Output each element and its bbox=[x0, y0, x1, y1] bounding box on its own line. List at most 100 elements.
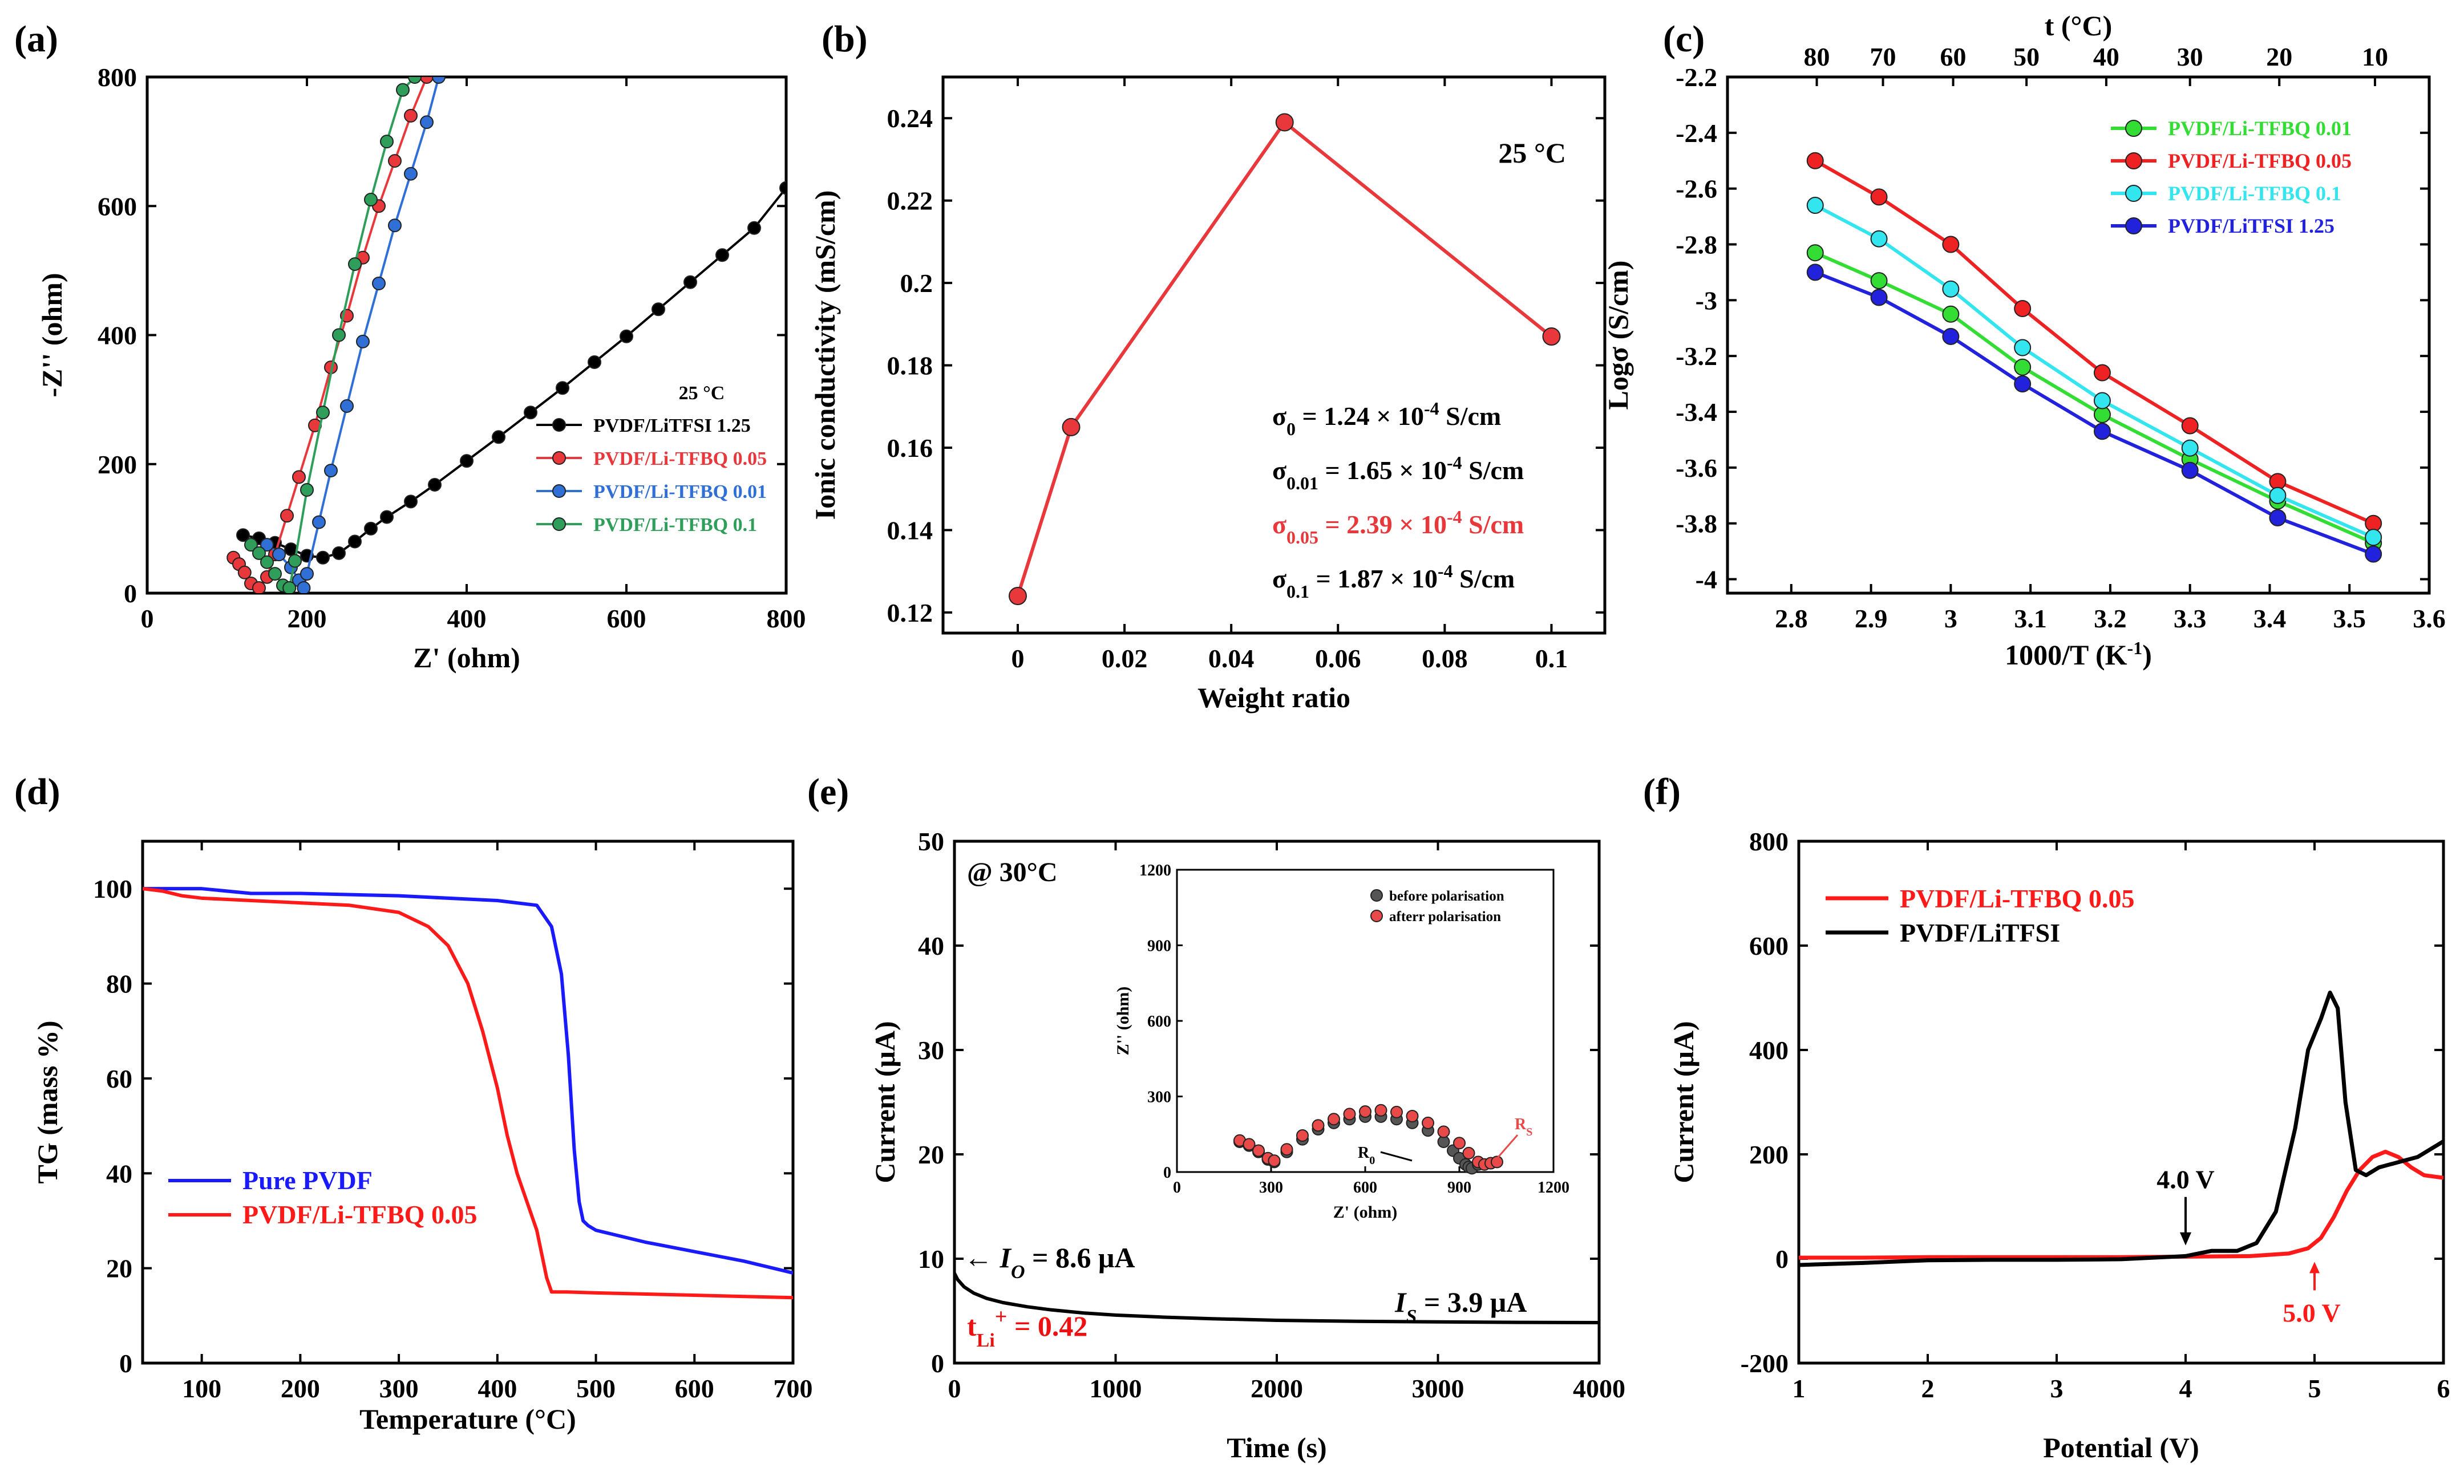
data-point-0 bbox=[779, 181, 786, 195]
inset-x-tick-label: 0 bbox=[1173, 1179, 1181, 1197]
legend-title: 25 °C bbox=[679, 383, 725, 404]
x-tick-label-a: 600 bbox=[607, 604, 646, 633]
y-axis-title-e: Current (μA) bbox=[869, 1021, 901, 1183]
data-point-2 bbox=[324, 464, 338, 478]
y-tick-label-e: 20 bbox=[918, 1140, 944, 1169]
y-tick-label-d: 40 bbox=[106, 1159, 132, 1188]
x-tick-label-d: 300 bbox=[379, 1374, 419, 1403]
plot-area-f bbox=[1799, 990, 2443, 1267]
y-tick-label-f: 800 bbox=[1749, 827, 1789, 856]
legend-label-0: PVDF/Li-TFBQ 0.01 bbox=[2168, 117, 2352, 140]
x-tick-label-a: 400 bbox=[447, 604, 487, 633]
plot-frame-b bbox=[941, 75, 1607, 635]
conductivity-annotation-1: σ0.01 = 1.65 × 10-4 S/cm bbox=[1272, 452, 1524, 493]
data-point-0 bbox=[1062, 417, 1081, 436]
data-point-0 bbox=[1008, 587, 1027, 605]
legend-label-0: PVDF/Li-TFBQ 0.05 bbox=[1900, 884, 2134, 913]
data-point-3 bbox=[2181, 461, 2199, 479]
x-tick-label-c: 3.6 bbox=[2413, 604, 2446, 633]
x-tick-label-a: 0 bbox=[141, 604, 154, 633]
data-point-3 bbox=[2093, 423, 2111, 440]
x-tick-label-f: 1 bbox=[1793, 1374, 1806, 1403]
legend-label-3: PVDF/LiTFSI 1.25 bbox=[2168, 214, 2334, 237]
data-point-2 bbox=[2269, 486, 2287, 504]
data-point-0 bbox=[556, 381, 569, 395]
panel-label-d: (d) bbox=[14, 771, 60, 813]
y-tick-label-a: 0 bbox=[124, 579, 137, 608]
legend-marker-1 bbox=[2125, 152, 2142, 169]
x-tick-label-d: 200 bbox=[281, 1374, 320, 1403]
data-point-1 bbox=[2181, 417, 2199, 435]
inset-point-1 bbox=[1312, 1119, 1325, 1132]
inset-y-tick-label: 600 bbox=[1147, 1013, 1171, 1031]
data-point-3 bbox=[300, 483, 314, 497]
x-tick-label-e: 3000 bbox=[1412, 1374, 1464, 1403]
data-point-1 bbox=[1942, 236, 1960, 253]
data-point-0 bbox=[2014, 358, 2032, 376]
inset-y-tick-label: 1200 bbox=[1139, 862, 1171, 879]
x-tick-label-c: 2.9 bbox=[1855, 604, 1888, 633]
data-point-2 bbox=[372, 277, 386, 290]
x-axis-title-a: Z' (ohm) bbox=[413, 642, 520, 674]
data-point-2 bbox=[340, 399, 354, 413]
top-axis-title: t (°C) bbox=[2045, 10, 2113, 42]
top-tick-label: 60 bbox=[1940, 42, 1967, 71]
y-tick-label-e: 30 bbox=[918, 1036, 944, 1065]
data-point-3 bbox=[1806, 263, 1824, 281]
data-point-2 bbox=[2014, 339, 2032, 356]
series-line-1 bbox=[143, 887, 793, 1300]
top-tick-label: 70 bbox=[1870, 42, 1896, 71]
inset-point-1 bbox=[1252, 1144, 1265, 1157]
data-point-0 bbox=[404, 494, 418, 509]
plot-area-d bbox=[143, 887, 793, 1300]
x-tick-label-f: 6 bbox=[2437, 1374, 2450, 1403]
inset-x-title: Z' (ohm) bbox=[1333, 1203, 1398, 1222]
x-axis-title-d: Temperature (°C) bbox=[359, 1403, 576, 1435]
y-axis-title-d: TG (mass %) bbox=[31, 1020, 63, 1183]
x-tick-label-c: 3.1 bbox=[2014, 604, 2047, 633]
y-tick-label-a: 200 bbox=[98, 450, 137, 479]
data-point-2 bbox=[356, 334, 370, 348]
data-point-3 bbox=[408, 77, 422, 84]
panel-f: (f) 1 2 3 4 5 6 -200 0 200 400 600 800 Potential (V) C… bbox=[1643, 771, 2450, 1463]
data-point-1 bbox=[420, 77, 434, 84]
legend-marker-2 bbox=[552, 484, 566, 498]
y-tick-label-b: 0.24 bbox=[887, 104, 933, 133]
inset-y-tick-label: 0 bbox=[1163, 1164, 1171, 1182]
data-point-0 bbox=[1542, 327, 1561, 346]
data-point-0 bbox=[1942, 305, 1960, 323]
data-point-2 bbox=[297, 581, 311, 593]
inset-point-1 bbox=[1268, 1154, 1281, 1167]
conductivity-annotation-2: σ0.05 = 2.39 × 10-4 S/cm bbox=[1272, 506, 1524, 548]
data-point-2 bbox=[420, 115, 434, 129]
condition-label: @ 30°C bbox=[967, 857, 1058, 887]
data-point-3 bbox=[252, 546, 266, 560]
data-point-2 bbox=[404, 167, 418, 181]
y-tick-label-c: -3.8 bbox=[1676, 509, 1717, 538]
y-tick-label-b: 0.14 bbox=[887, 516, 933, 545]
data-point-3 bbox=[332, 328, 346, 342]
onset-arrowhead-red bbox=[2309, 1262, 2320, 1274]
inset-legend-marker-0 bbox=[1370, 889, 1383, 902]
y-axis-title-f: Current (μA) bbox=[1668, 1021, 1700, 1183]
data-point-0 bbox=[1275, 113, 1294, 132]
x-tick-label-c: 3.2 bbox=[2094, 604, 2127, 633]
inset-point-1 bbox=[1296, 1129, 1309, 1142]
legend-marker-3 bbox=[2125, 217, 2142, 234]
y-axis-title-b: Ionic conductivity (mS/cm) bbox=[809, 190, 841, 520]
legend-marker-0 bbox=[552, 418, 566, 432]
inset-point-1 bbox=[1422, 1116, 1434, 1129]
x-tick-label-f: 2 bbox=[1921, 1374, 1935, 1403]
data-point-3 bbox=[2365, 545, 2382, 563]
inset-y-title: Z'' (ohm) bbox=[1114, 987, 1132, 1056]
data-point-0 bbox=[1870, 272, 1888, 290]
legend-label-1: PVDF/Li-TFBQ 0.05 bbox=[2168, 149, 2352, 172]
plot-frame-f bbox=[1797, 840, 2445, 1365]
series-line-1 bbox=[232, 77, 428, 589]
panel-b: (b) 0 0.02 0.04 0.06 0.08 0.1 0.12 0.14 0.16 0.18 0… bbox=[809, 18, 1607, 713]
data-point-3 bbox=[268, 567, 282, 581]
onset-label-black: 4.0 V bbox=[2156, 1165, 2214, 1194]
y-tick-label-e: 0 bbox=[931, 1349, 944, 1378]
inset-point-1 bbox=[1280, 1143, 1293, 1156]
plot-frame-c bbox=[1726, 75, 2431, 595]
